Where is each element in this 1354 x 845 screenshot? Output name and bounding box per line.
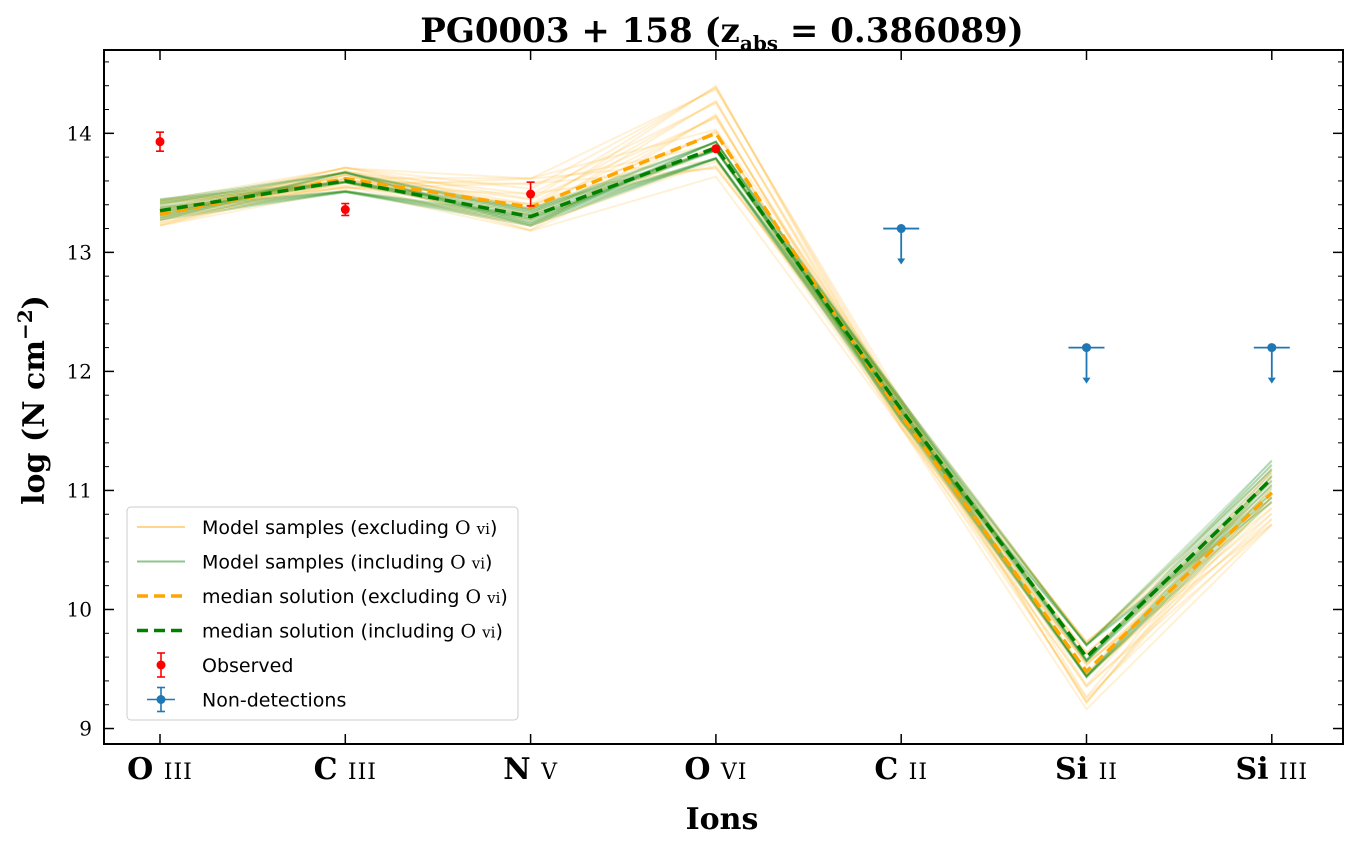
chart-title-sub: abs [740,31,778,55]
x-tick-label: N V [503,752,558,787]
model-sample-excluding-line [159,100,1273,655]
x-tick-label: Si II [1055,752,1118,787]
observed-points [155,131,721,217]
y-tick-label: 12 [67,359,92,383]
legend-label: Model samples (including O vi) [202,552,492,574]
non-detection-point [896,224,906,234]
model-sample-including-line [159,140,1273,647]
non-detection-point [1082,343,1091,353]
legend-nondet-marker [156,695,166,704]
model-sample-excluding-line [159,164,1273,703]
model-sample-including-line [159,140,1273,647]
median-excluding-line [159,131,1274,675]
y-axis-label-main: log (N cm [17,340,52,505]
plot-frame [103,49,1344,745]
observed-point [526,189,536,199]
x-tick-label: O VI [684,752,747,787]
x-tick-label: C III [314,752,377,787]
legend-box [126,506,519,721]
legend-observed-marker [156,660,166,670]
median-including-line [159,145,1274,660]
model-sample-excluding-line [159,166,1273,704]
y-axis-ticks: 9 10 11 12 13 14 [67,61,1343,741]
observed-point [340,205,350,215]
y-tick-label: 10 [67,597,92,621]
model-sample-excluding-line [159,116,1273,667]
model-sample-excluding-line [159,114,1273,665]
model-sample-including-line [159,157,1273,678]
y-axis-label: log (N cm−2) [13,295,52,505]
legend-label: Non-detections [202,690,346,712]
y-tick-label: 13 [67,240,92,264]
legend-label: median solution (excluding O vi) [202,586,508,608]
model-sample-including-line [159,157,1273,679]
model-sample-excluding-line [159,167,1273,705]
model-sample-excluding-line [159,113,1273,664]
model-sample-excluding-line [159,101,1273,656]
x-tick-label: Si III [1236,752,1309,787]
x-axis-label: Ions [686,802,759,837]
chart-title: PG0003 + 158 (zabs = 0.386089) [420,11,1024,55]
model-sample-including-line [159,156,1273,678]
non-detection-point [1267,343,1277,353]
chart-title-rest: = 0.386089) [778,11,1024,51]
chart-title-main: PG0003 + 158 (z [420,11,740,51]
model-sample-excluding-line [159,159,1273,699]
model-sample-including-line [159,140,1273,647]
non-detection-points [883,224,1290,384]
legend-label: median solution (including O vi) [202,621,503,643]
model-sample-including-line [159,157,1273,679]
y-tick-label: 14 [67,121,92,145]
model-sample-excluding-line [159,175,1273,711]
y-tick-label: 9 [79,717,92,741]
observed-point [711,144,721,154]
model-sample-excluding-line [159,99,1273,654]
model-sample-excluding-line [159,115,1273,666]
model-sample-including-line [159,157,1273,679]
x-tick-label: C II [874,752,928,787]
x-tick-label: O III [127,752,193,787]
model-sample-excluding-line [159,84,1273,643]
model-sample-including-line [159,157,1273,678]
model-sample-excluding-line [159,160,1273,700]
model-sample-excluding-line [159,85,1273,644]
legend: Model samples (excluding O vi) Model samp… [126,506,519,721]
y-axis-label-sup: −2 [13,309,37,340]
y-axis-label-close: ) [17,295,52,309]
x-axis-ticks: O III C III N V O VI C II Si II Si III [127,50,1309,787]
median-lines [159,131,1274,675]
upper-limit-arrow-head [897,258,906,265]
legend-label: Observed [202,655,293,677]
model-sample-including-line [159,141,1273,648]
observed-point [155,137,165,147]
upper-limit-arrow-head [1082,377,1091,384]
model-sample-including-line [159,140,1273,646]
model-sample-including-line [159,156,1273,678]
y-tick-label: 11 [67,478,92,502]
model-sample-including-line [159,140,1273,646]
model-sample-excluding-line [159,86,1273,645]
model-sample-excluding-line [159,88,1273,646]
upper-limit-arrow-head [1267,377,1276,384]
legend-label: Model samples (excluding O vi) [202,517,497,539]
